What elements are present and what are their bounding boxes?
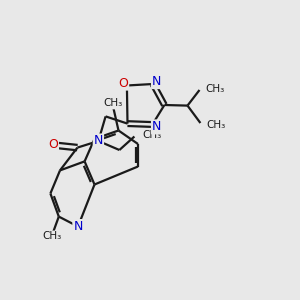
- Text: CH₃: CH₃: [206, 119, 226, 130]
- Text: N: N: [94, 134, 103, 148]
- Text: CH₃: CH₃: [42, 231, 61, 242]
- Text: O: O: [118, 76, 128, 90]
- Text: O: O: [48, 137, 58, 151]
- Text: CH₃: CH₃: [142, 130, 161, 140]
- Text: N: N: [152, 120, 161, 134]
- Text: CH₃: CH₃: [206, 83, 225, 94]
- Text: CH₃: CH₃: [104, 98, 123, 109]
- Text: N: N: [73, 220, 83, 233]
- Text: N: N: [152, 75, 161, 88]
